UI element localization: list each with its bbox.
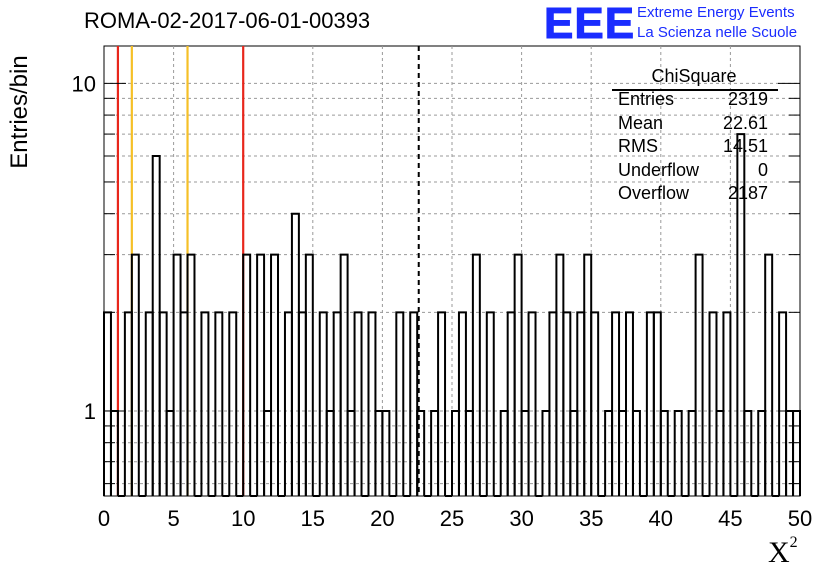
histogram-bar [270, 253, 279, 496]
histogram-bar [778, 311, 788, 496]
histogram-bar [395, 311, 405, 496]
histogram-bar [576, 311, 586, 496]
histogram-bar [625, 311, 634, 496]
histogram-bar [409, 311, 419, 496]
histogram-bar [506, 311, 516, 496]
stats-value: 14.51 [722, 136, 768, 156]
logo-line-1: Extreme Energy Events [637, 4, 795, 21]
histogram-bar [736, 133, 746, 496]
histogram-bar [297, 311, 307, 496]
stats-label: Mean [618, 112, 664, 133]
histogram-bar [381, 409, 391, 496]
x-tick-label: 15 [301, 506, 325, 531]
histogram-bar [562, 311, 572, 496]
histogram-bar [151, 155, 161, 496]
histogram-bar [200, 311, 210, 496]
stats-label: Underflow [618, 159, 700, 180]
marker-layer [116, 46, 420, 496]
histogram-bar [290, 212, 300, 496]
stats-title: ChiSquare [651, 66, 737, 86]
histogram-bar [527, 311, 537, 496]
stats-row-rms: RMS 14.51 [610, 135, 776, 159]
logo-line-2: La Scienza nelle Scuole [637, 24, 798, 41]
stats-value: 22.61 [722, 112, 768, 133]
histogram-bar [555, 253, 565, 496]
histogram-bar [103, 311, 112, 496]
x-tick-label: 25 [440, 506, 464, 531]
histogram-bar [144, 311, 154, 496]
x-tick-label: 20 [370, 506, 394, 531]
x-axis-label-text: X [768, 536, 790, 569]
histogram-bar [457, 311, 467, 496]
histogram-bar [367, 311, 377, 496]
histogram-bar [332, 311, 342, 496]
x-tick-label: 45 [718, 506, 742, 531]
stats-label: Overflow [618, 183, 690, 203]
histogram-bar [172, 253, 182, 496]
histogram-bar [283, 311, 293, 496]
histogram-bar [611, 311, 621, 496]
x-tick-label: 50 [788, 506, 812, 531]
histogram-bar [256, 253, 266, 496]
histogram-bar [708, 311, 718, 496]
y-tick-label: 10 [72, 71, 96, 96]
histogram-bar [158, 311, 168, 496]
stats-row-overflow: Overflow 2187 [610, 182, 776, 206]
histogram-bar [694, 253, 704, 496]
x-tick-label: 30 [509, 506, 533, 531]
stats-value: 2319 [727, 89, 768, 109]
y-tick-label: 1 [84, 399, 96, 424]
histogram-bar [513, 253, 523, 496]
histogram-bar [659, 409, 669, 496]
y-axis-label: Entries/bin [6, 55, 33, 169]
histogram-bar [485, 311, 495, 496]
stats-label: Entries [618, 89, 675, 109]
histogram-bar [339, 253, 349, 496]
stats-box: ChiSquare Entries 2319 Mean 22.61 RMS 14… [610, 64, 778, 206]
histogram-bar [548, 311, 558, 496]
eee-logo: EEE Extreme Energy Events La Scienza nel… [543, 0, 834, 48]
stats-row-entries: Entries 2319 [610, 88, 776, 112]
eee-logo-mark: EEE [543, 0, 636, 48]
histogram-bar [437, 311, 447, 496]
histogram-bar [764, 253, 774, 496]
stats-row-underflow: Underflow 0 [610, 159, 776, 183]
histogram-bar [743, 409, 753, 496]
histogram-bar [652, 311, 662, 496]
histogram-bar [631, 409, 641, 496]
stats-divider [612, 89, 778, 91]
x-tick-label: 10 [231, 506, 255, 531]
chart-title: ROMA-02-2017-06-01-00393 [84, 8, 371, 33]
stats-value: 2187 [727, 183, 768, 203]
histogram-bar [228, 311, 238, 496]
histogram-bar [304, 253, 314, 496]
histogram-bar [186, 253, 196, 496]
histogram-bar [673, 409, 683, 496]
histogram-bar [645, 311, 655, 496]
histogram-bar [471, 253, 481, 496]
histogram-bar [214, 311, 224, 496]
histogram-bar [590, 311, 600, 496]
x-axis-label-superscript: 2 [789, 534, 798, 551]
x-tick-label: 5 [167, 506, 179, 531]
histogram-bar [416, 409, 426, 496]
histogram-bar [318, 311, 328, 496]
histogram-bar [353, 311, 363, 496]
x-axis-label: X2 [768, 534, 798, 570]
histogram-bar [583, 253, 593, 496]
x-tick-label: 0 [98, 506, 110, 531]
histogram-bars [103, 133, 801, 497]
x-tick-label: 40 [649, 506, 673, 531]
histogram-bar [722, 311, 732, 496]
x-tick-label: 35 [579, 506, 603, 531]
histogram-bar [242, 253, 252, 496]
stats-label: RMS [618, 136, 658, 156]
stats-value: 0 [757, 159, 768, 180]
stats-row-mean: Mean 22.61 [610, 112, 776, 136]
axis-layer: 0 5 10 15 20 25 30 35 40 45 50 1 10 [72, 71, 813, 531]
histogram-bar [130, 253, 140, 496]
